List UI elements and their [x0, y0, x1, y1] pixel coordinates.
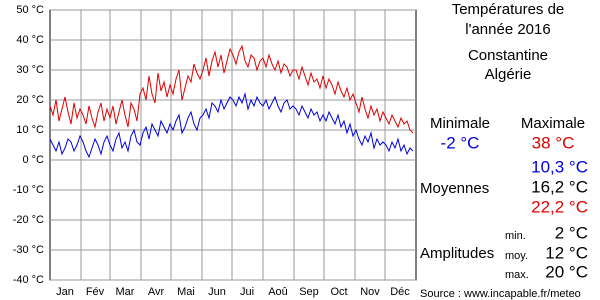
min-header: Minimale — [430, 115, 490, 132]
x-tick-label: Mar — [116, 286, 135, 298]
amp-mean: 12 °C — [545, 243, 588, 262]
amp-label: Amplitudes — [420, 245, 494, 262]
amp-max-label: max. — [505, 269, 529, 281]
temperature-line — [49, 44, 414, 134]
mean-all: 16,2 °C — [531, 177, 588, 196]
amp-min: 2 °C — [555, 223, 588, 242]
mean-max: 22,2 °C — [531, 197, 588, 216]
x-tick-label: Oct — [330, 286, 347, 298]
mean-min: 10,3 °C — [531, 157, 588, 176]
source: Source : www.incapable.fr/meteo — [420, 288, 581, 300]
y-tick-label: 50 °C — [16, 4, 44, 16]
x-tick-label: Fév — [86, 286, 105, 298]
mean-label: Moyennes — [420, 180, 489, 197]
y-tick-label: -40 °C — [13, 274, 44, 286]
city: Constantine — [468, 47, 548, 64]
y-tick-label: -10 °C — [13, 184, 44, 196]
amp-mean-label: moy. — [505, 250, 528, 262]
x-tick-label: Jui — [240, 286, 254, 298]
min-value: -2 °C — [441, 133, 480, 152]
y-tick-label: 0 °C — [22, 154, 44, 166]
y-tick-label: -30 °C — [13, 244, 44, 256]
amp-max: 20 °C — [545, 262, 588, 281]
temperature-line — [49, 92, 414, 159]
amp-min-label: min. — [505, 230, 526, 242]
country: Algérie — [485, 66, 532, 83]
y-tick-label: 30 °C — [16, 64, 44, 76]
x-tick-label: Sep — [299, 286, 319, 298]
x-tick-label: Mai — [177, 286, 195, 298]
max-value: 38 °C — [532, 133, 575, 152]
x-tick-label: Aoû — [268, 286, 288, 298]
x-tick-label: Jun — [208, 286, 226, 298]
title: Températures de — [452, 1, 565, 18]
y-tick-label: 10 °C — [16, 124, 44, 136]
x-tick-label: Avr — [148, 286, 165, 298]
x-tick-label: Jan — [56, 286, 74, 298]
title: l'année 2016 — [465, 21, 550, 38]
max-header: Maximale — [521, 115, 585, 132]
x-tick-label: Nov — [360, 286, 380, 298]
plot-frame — [49, 9, 417, 281]
y-tick-label: -20 °C — [13, 214, 44, 226]
y-tick-label: 40 °C — [16, 34, 44, 46]
y-tick-label: 20 °C — [16, 94, 44, 106]
x-tick-label: Déc — [390, 286, 410, 298]
